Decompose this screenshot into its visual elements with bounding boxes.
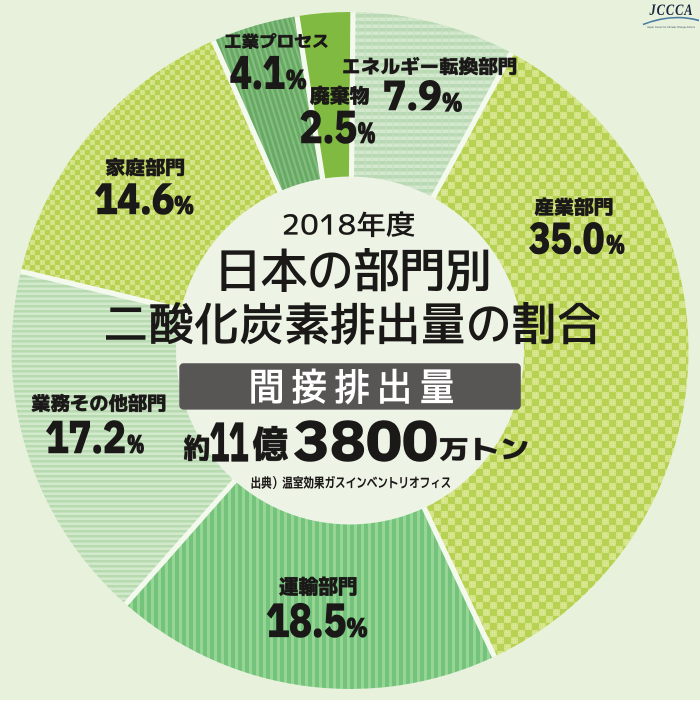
svg-text:Japan Center for Climate Chang: Japan Center for Climate Change Actions (647, 25, 695, 29)
svg-text:JCCCA: JCCCA (649, 2, 694, 20)
